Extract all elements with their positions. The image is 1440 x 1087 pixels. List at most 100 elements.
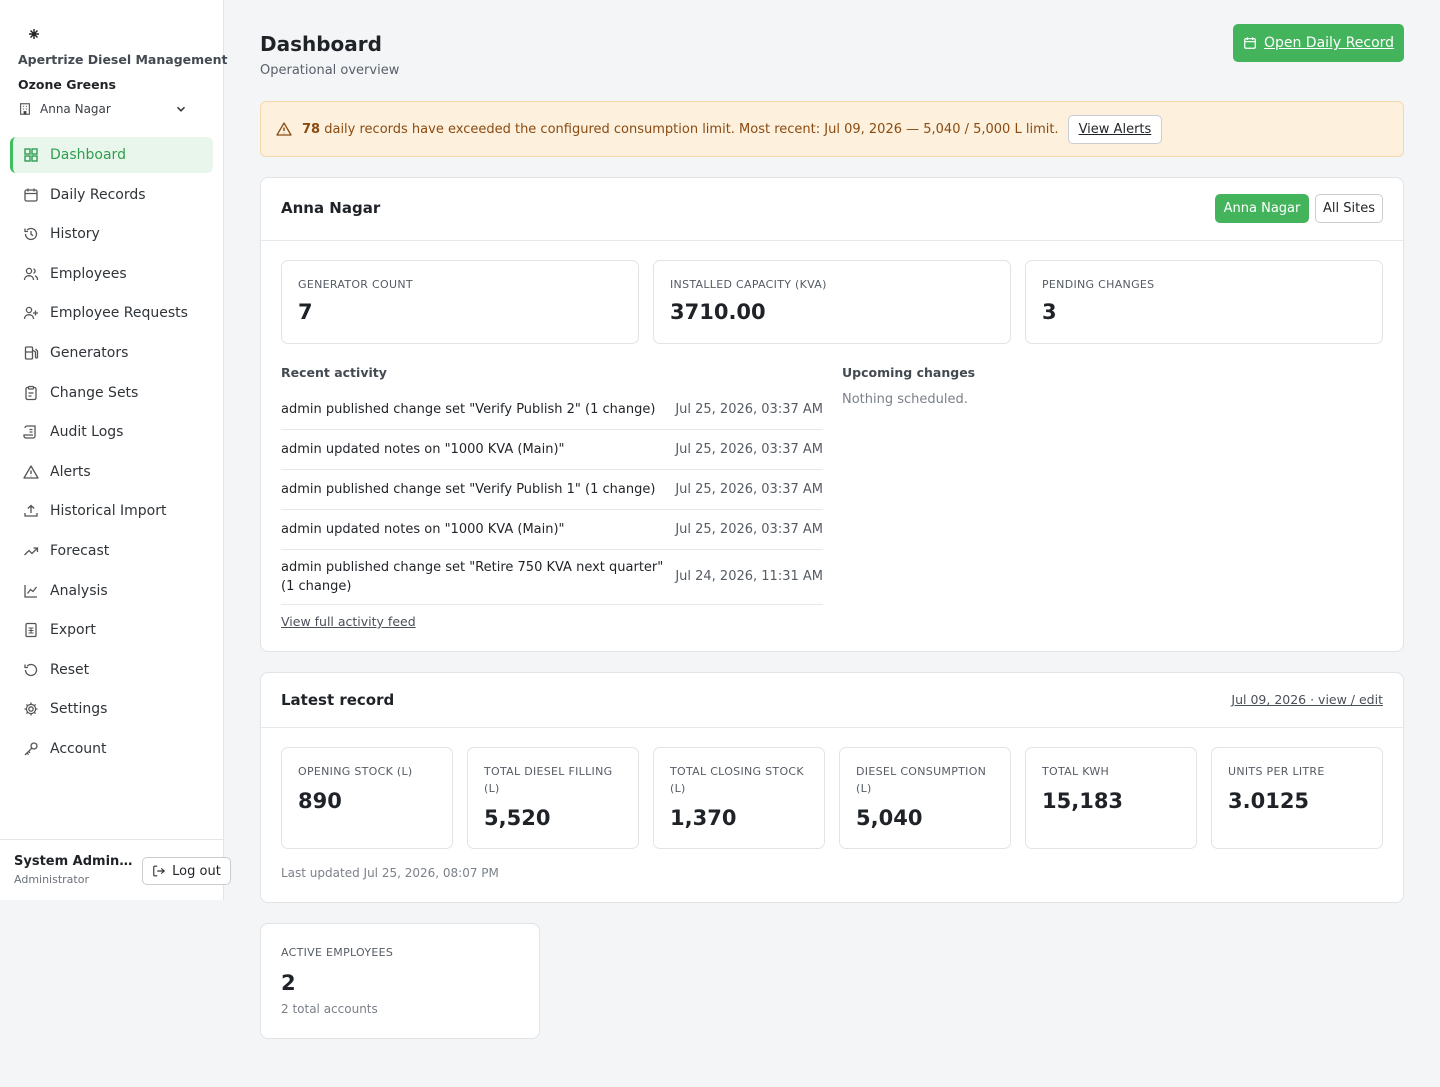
activity-text: admin published change set "Verify Publi… [281,402,656,417]
sidebar-item-label: Historical Import [50,503,167,520]
sidebar-item-change-sets[interactable]: Change Sets [10,375,213,411]
sidebar-item-label: Employees [50,265,127,282]
site-card-header: Anna Nagar Anna Nagar All Sites [261,178,1403,241]
stat-total-closing-stock: TOTAL CLOSING STOCK (L) 1,370 [653,747,825,849]
warning-icon [23,465,39,479]
sidebar-item-label: Analysis [50,582,108,599]
chevron-down-icon [176,106,186,112]
activity-date: Jul 25, 2026, 03:37 AM [675,442,823,457]
gear-icon [24,702,38,716]
sidebar-item-employee-requests[interactable]: Employee Requests [10,295,213,331]
stat-value: 1,370 [670,806,737,830]
upload-icon [24,504,38,517]
activity-row: admin published change set "Retire 750 K… [281,550,823,605]
latest-record-card: Latest record Jul 09, 2026 · view / edit… [260,672,1404,903]
reset-icon [24,663,38,676]
sidebar-item-label: Change Sets [50,384,139,401]
view-activity-feed-link[interactable]: View full activity feed [281,614,416,629]
sidebar-user-panel: System Administrator Administrator Log o… [0,839,231,900]
activity-text: admin published change set "Verify Publi… [281,482,656,497]
stat-value: 3710.00 [670,300,766,324]
sidebar-item-audit-logs[interactable]: Audit Logs [10,414,213,450]
stat-value: 3 [1042,300,1057,324]
activity-text: admin published change set "Retire 750 K… [281,560,664,594]
sidebar-item-label: Daily Records [50,186,146,203]
sidebar-item-forecast[interactable]: Forecast [10,533,213,569]
sidebar-item-reset[interactable]: Reset [10,652,213,688]
sidebar-item-label: Account [50,740,107,757]
sidebar-item-label: Dashboard [50,147,126,163]
trending-up-icon [24,547,39,556]
stat-value: 5,040 [856,806,923,830]
sidebar-item-account[interactable]: Account [10,731,213,767]
brand-name: Apertrize Diesel Management [18,52,228,67]
total-accounts-text: 2 total accounts [281,1002,378,1016]
stat-label: TOTAL DIESEL FILLING (L) [484,765,613,795]
sidebar-item-label: Forecast [50,542,110,559]
sidebar-item-employees[interactable]: Employees [10,256,213,292]
sidebar-nav: Dashboard Daily Records History Employee… [10,137,213,771]
stat-total-diesel-filling: TOTAL DIESEL FILLING (L) 5,520 [467,747,639,849]
last-updated-text: Last updated Jul 25, 2026, 08:07 PM [281,866,499,880]
user-name: System Administrator [14,854,136,869]
sidebar-item-generators[interactable]: Generators [10,335,213,371]
warning-icon [276,122,292,136]
active-employees-card: ACTIVE EMPLOYEES 2 2 total accounts [260,923,540,1039]
sidebar-item-alerts[interactable]: Alerts [10,454,213,490]
org-name: Ozone Greens [18,77,116,92]
site-selector-label: Anna Nagar [40,102,111,116]
activity-text: admin updated notes on "1000 KVA (Main)" [281,442,565,457]
site-selector[interactable]: Anna Nagar [18,98,188,120]
latest-record-title: Latest record [281,691,395,709]
clipboard-icon [25,385,37,400]
sidebar-item-analysis[interactable]: Analysis [10,573,213,609]
sidebar-item-label: Settings [50,701,108,718]
history-icon [24,228,38,241]
activity-date: Jul 25, 2026, 03:37 AM [675,402,823,417]
users-icon [23,267,39,280]
activity-text: admin updated notes on "1000 KVA (Main)" [281,522,565,537]
stat-total-kwh: TOTAL KWH 15,183 [1025,747,1197,849]
sidebar-item-label: Export [50,622,96,639]
upcoming-changes-heading: Upcoming changes [842,365,976,380]
sidebar-item-history[interactable]: History [10,216,213,252]
sidebar-item-export[interactable]: Export [10,612,213,648]
stat-diesel-consumption: DIESEL CONSUMPTION (L) 5,040 [839,747,1011,849]
stat-value: 2 [281,971,296,995]
stat-pending-changes: PENDING CHANGES 3 [1025,260,1383,344]
logout-button[interactable]: Log out [142,857,231,885]
view-alerts-button[interactable]: View Alerts [1067,114,1163,144]
recent-activity-heading: Recent activity [281,365,387,380]
site-scope-toggle-all[interactable]: All Sites [1315,194,1383,223]
sidebar-item-settings[interactable]: Settings [10,691,213,727]
spreadsheet-icon [25,622,37,638]
sidebar-item-historical-import[interactable]: Historical Import [10,493,213,529]
building-icon [20,103,30,115]
stat-label: TOTAL CLOSING STOCK (L) [670,765,804,795]
activity-date: Jul 25, 2026, 03:37 AM [675,522,823,537]
stat-value: 7 [298,300,313,324]
sidebar-item-label: Audit Logs [50,424,124,441]
stat-label: DIESEL CONSUMPTION (L) [856,765,987,795]
upcoming-empty-text: Nothing scheduled. [842,392,968,407]
page-subtitle: Operational overview [260,63,400,78]
stat-opening-stock: OPENING STOCK (L) 890 [281,747,453,849]
activity-row: admin updated notes on "1000 KVA (Main)"… [281,510,823,550]
stat-label: INSTALLED CAPACITY (KVA) [670,278,827,291]
open-daily-record-button[interactable]: Open Daily Record [1233,24,1404,62]
stat-label: GENERATOR COUNT [298,278,413,291]
latest-record-edit-link[interactable]: Jul 09, 2026 · view / edit [1231,692,1383,707]
stat-value: 5,520 [484,806,551,830]
stat-label: ACTIVE EMPLOYEES [281,946,394,959]
sidebar-item-label: History [50,226,100,243]
stat-generator-count: GENERATOR COUNT 7 [281,260,639,344]
stat-label: UNITS PER LITRE [1228,765,1325,778]
page-title: Dashboard [260,32,382,56]
activity-row: admin published change set "Verify Publi… [281,470,823,510]
sidebar-item-label: Employee Requests [50,305,188,322]
site-card-title: Anna Nagar [281,199,381,217]
site-scope-toggle-current[interactable]: Anna Nagar [1215,194,1309,223]
sidebar-item-dashboard[interactable]: Dashboard [10,137,213,173]
fuel-icon [24,346,39,360]
sidebar-item-daily-records[interactable]: Daily Records [10,177,213,213]
